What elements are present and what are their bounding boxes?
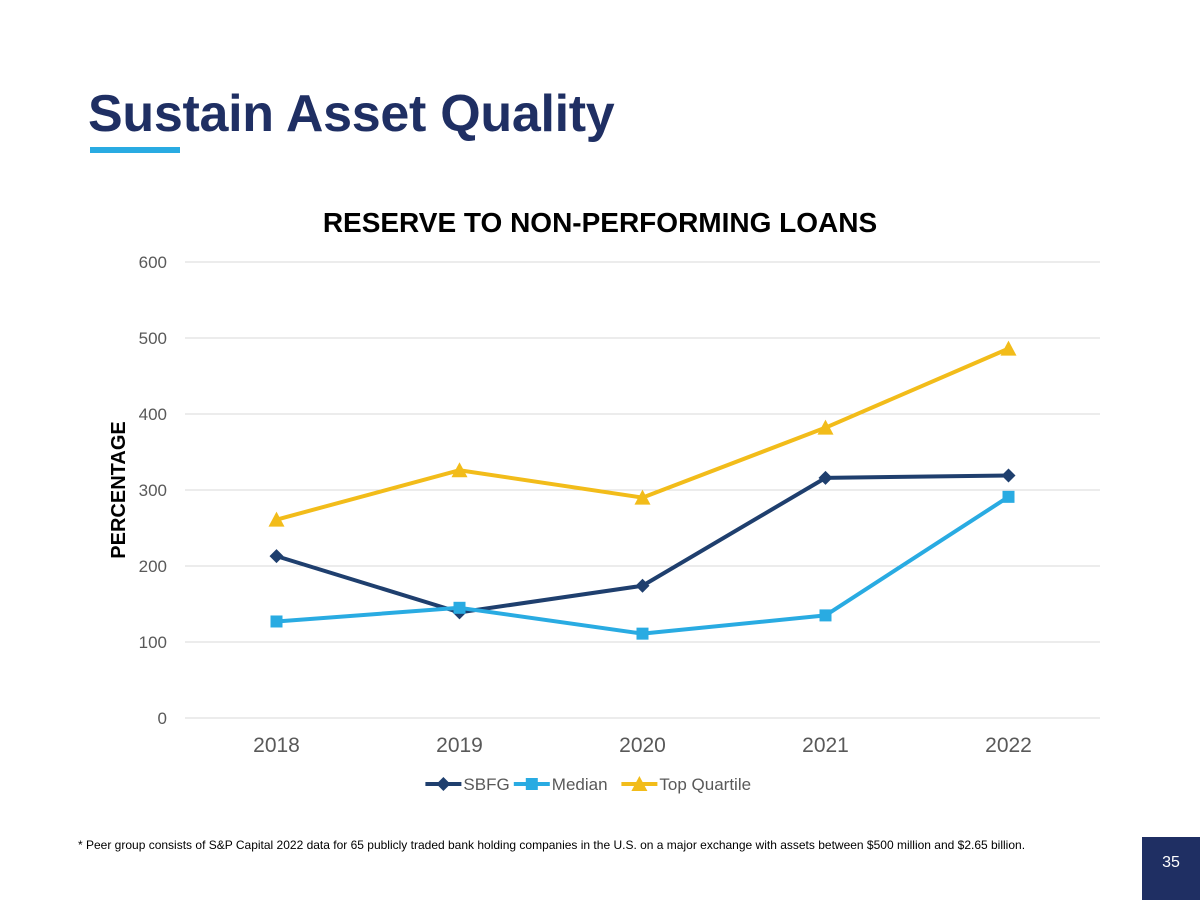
series-median bbox=[270, 490, 1015, 640]
y-tick-label: 100 bbox=[139, 633, 167, 652]
y-tick-label: 400 bbox=[139, 405, 167, 424]
line-chart: RESERVE TO NON-PERFORMING LOANS PERCENTA… bbox=[108, 207, 1100, 794]
data-point-sbfg bbox=[269, 549, 284, 564]
data-point-median bbox=[636, 627, 649, 640]
data-point-median bbox=[1002, 490, 1015, 503]
data-point-top-quartile bbox=[1000, 340, 1017, 356]
data-point-sbfg bbox=[1001, 468, 1016, 483]
data-point-top-quartile bbox=[817, 419, 834, 435]
legend-item-sbfg: SBFG bbox=[425, 775, 510, 794]
data-point-top-quartile bbox=[268, 511, 285, 527]
footnote: * Peer group consists of S&P Capital 202… bbox=[78, 838, 1026, 852]
x-tick-label: 2018 bbox=[253, 734, 300, 757]
y-axis-label: PERCENTAGE bbox=[108, 421, 130, 558]
x-tick-label: 2021 bbox=[802, 734, 849, 757]
legend-label: Top Quartile bbox=[659, 775, 751, 794]
grid-lines bbox=[185, 261, 1100, 719]
data-point-top-quartile bbox=[634, 489, 651, 505]
x-tick-label: 2019 bbox=[436, 734, 483, 757]
legend-marker bbox=[631, 776, 648, 791]
series-group bbox=[268, 340, 1017, 640]
legend-marker bbox=[525, 778, 538, 790]
data-point-median bbox=[453, 601, 466, 614]
page-number-box: 35 bbox=[1142, 837, 1200, 900]
legend-item-median: Median bbox=[513, 775, 608, 794]
data-point-sbfg bbox=[635, 578, 650, 593]
legend: SBFG Median Top Quartile bbox=[425, 775, 751, 794]
legend-label: SBFG bbox=[463, 775, 509, 794]
data-point-sbfg bbox=[818, 470, 833, 485]
y-tick-label: 200 bbox=[139, 557, 167, 576]
axis-labels: 0 100 200 300 400 500 600 2018 2019 2020 2021 2022 bbox=[139, 253, 1032, 757]
series-top-quartile bbox=[268, 340, 1017, 527]
y-tick-label: 0 bbox=[158, 709, 167, 728]
legend-marker bbox=[436, 777, 451, 791]
title-underline bbox=[90, 147, 180, 153]
y-tick-label: 600 bbox=[139, 253, 167, 272]
data-point-top-quartile bbox=[451, 462, 468, 478]
chart-title: RESERVE TO NON-PERFORMING LOANS bbox=[323, 207, 877, 238]
legend-label: Median bbox=[552, 775, 608, 794]
page-number: 35 bbox=[1162, 854, 1180, 871]
y-tick-label: 500 bbox=[139, 329, 167, 348]
slide-title: Sustain Asset Quality bbox=[88, 85, 615, 143]
x-tick-label: 2022 bbox=[985, 734, 1032, 757]
data-point-median bbox=[819, 609, 832, 622]
y-tick-label: 300 bbox=[139, 481, 167, 500]
legend-item-top-quartile: Top Quartile bbox=[621, 775, 751, 794]
series-line-median bbox=[276, 495, 1010, 636]
data-point-median bbox=[270, 615, 283, 628]
x-tick-label: 2020 bbox=[619, 734, 666, 757]
